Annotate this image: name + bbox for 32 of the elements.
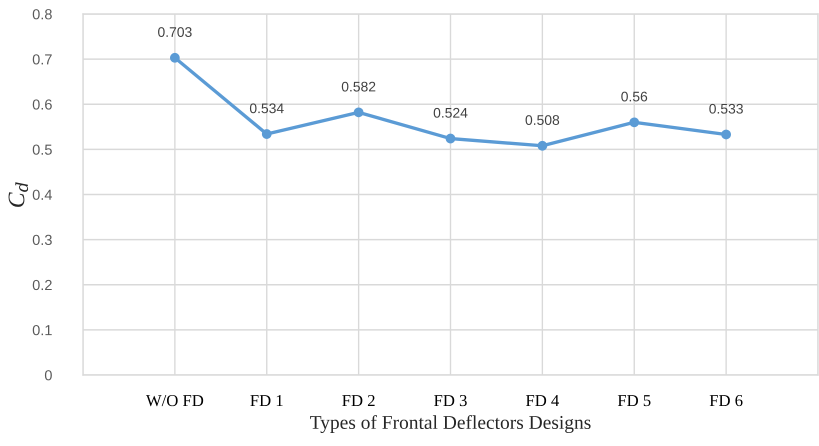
x-tick-label: FD 5 xyxy=(618,395,650,406)
x-tick-label: W/O FD xyxy=(146,394,204,406)
data-label: 0.533 xyxy=(709,104,743,114)
y-tick-label: 0.7 xyxy=(32,54,52,65)
y-tick-label: 0.8 xyxy=(32,9,52,20)
y-tick-label: 0.2 xyxy=(32,280,52,290)
point xyxy=(446,134,456,144)
x-tick-label: FD 6 xyxy=(710,394,743,406)
data-label: 0.703 xyxy=(158,27,192,37)
x-tick-label: FD 1 xyxy=(250,395,283,406)
y-tick-label: 0.3 xyxy=(32,234,52,246)
x-tick-label: FD 4 xyxy=(526,395,560,406)
y-tick-label: 0.4 xyxy=(32,190,52,200)
point xyxy=(629,117,640,128)
x-axis-title: Types of Frontal Deflectors Designs xyxy=(310,415,591,433)
y-axis-title: C$_{d}$ xyxy=(8,182,28,207)
point xyxy=(721,130,731,140)
point xyxy=(354,108,364,118)
point xyxy=(538,140,548,151)
y-tick-label: 0.6 xyxy=(32,99,52,110)
x-tick-label: FD 3 xyxy=(434,394,467,406)
data-label: 0.524 xyxy=(434,108,468,118)
point xyxy=(170,52,180,63)
data-label: 0.56 xyxy=(621,92,648,102)
data-label: 0.582 xyxy=(342,82,376,92)
y-tick-label: 0.1 xyxy=(32,324,52,336)
point xyxy=(262,129,272,139)
x-tick-label: FD 2 xyxy=(342,394,375,406)
y-tick-label: 0.5 xyxy=(32,144,52,155)
y-tick-label: 0 xyxy=(44,370,52,380)
data-label: 0.534 xyxy=(250,103,284,114)
data-label: 0.508 xyxy=(526,115,560,125)
